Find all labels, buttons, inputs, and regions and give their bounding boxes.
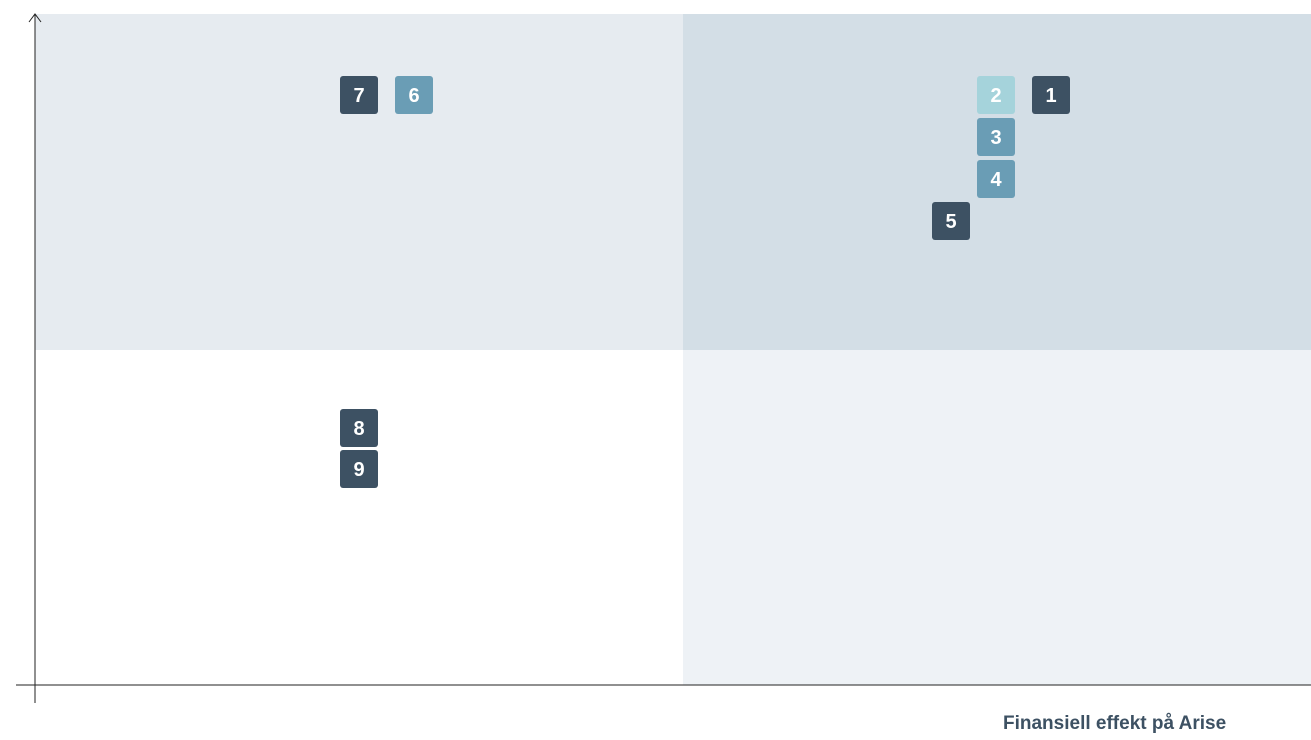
item-box — [977, 118, 1015, 156]
item: 2 — [977, 76, 1015, 114]
item: 6 — [395, 76, 433, 114]
item-label: 4 — [990, 169, 1002, 191]
item-box — [977, 76, 1015, 114]
item: 1 — [1032, 76, 1070, 114]
item: 4 — [977, 160, 1015, 198]
item-label: 5 — [945, 211, 956, 233]
x-axis-title: Finansiell effekt på Arise — [1003, 713, 1226, 734]
items: 1 2 3 4 5 6 7 8 9 — [340, 76, 1070, 488]
item-label: 8 — [353, 418, 364, 440]
quadrant — [35, 14, 683, 350]
item-box — [340, 450, 378, 488]
item-label: 7 — [353, 85, 364, 107]
item: 7 — [340, 76, 378, 114]
item: 3 — [977, 118, 1015, 156]
item-box — [932, 202, 970, 240]
item: 9 — [340, 450, 378, 488]
item-box — [340, 76, 378, 114]
item-box — [1032, 76, 1070, 114]
item: 8 — [340, 409, 378, 447]
item-label: 6 — [408, 85, 419, 107]
item-label: 9 — [353, 459, 364, 481]
quadrant — [35, 350, 683, 685]
item-label: 3 — [990, 127, 1001, 149]
item-box — [340, 409, 378, 447]
item: 5 — [932, 202, 970, 240]
item-box — [977, 160, 1015, 198]
item-label: 1 — [1045, 85, 1056, 107]
quadrant — [683, 350, 1311, 685]
item-label: 2 — [990, 85, 1001, 107]
y-axis-arrow — [28, 13, 42, 23]
item-box — [395, 76, 433, 114]
